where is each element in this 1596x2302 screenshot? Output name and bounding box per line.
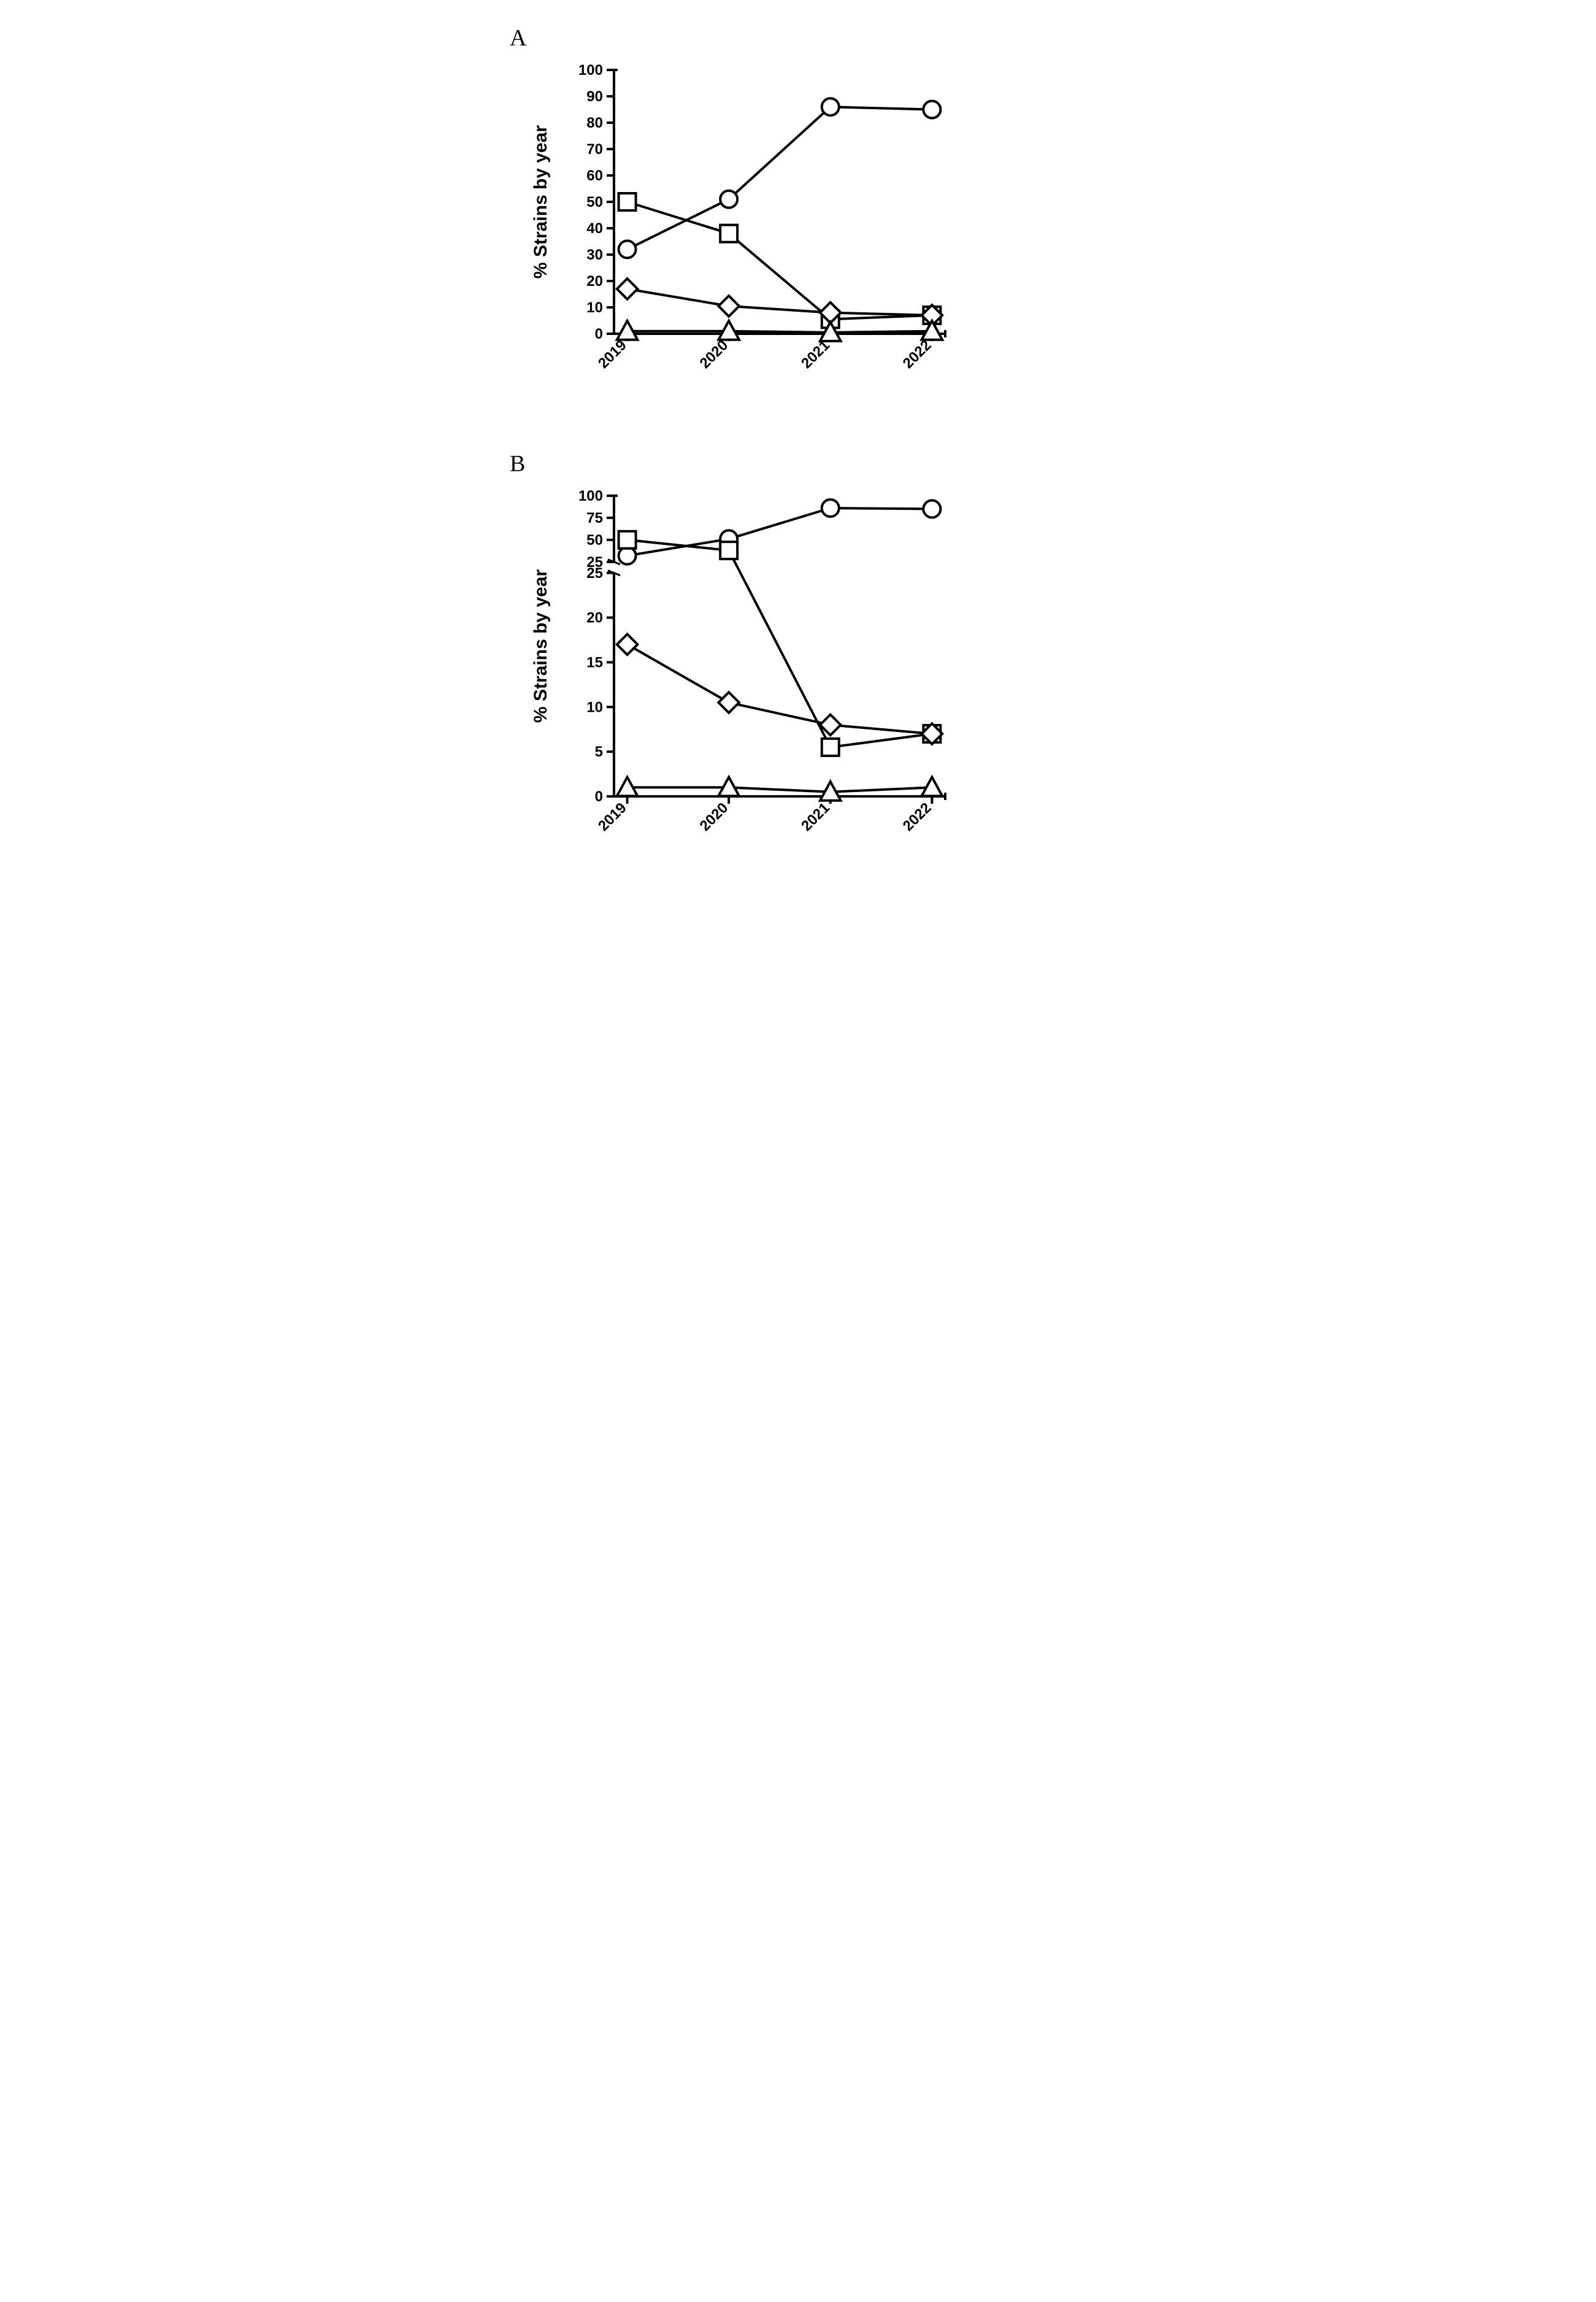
- svg-text:0: 0: [595, 788, 603, 805]
- svg-text:10: 10: [586, 299, 603, 316]
- svg-text:40: 40: [586, 220, 603, 237]
- svg-text:30: 30: [586, 247, 603, 263]
- svg-text:2021: 2021: [798, 799, 833, 834]
- panel-b-label: B: [510, 450, 1074, 477]
- svg-text:% Strains by year: % Strains by year: [531, 569, 551, 723]
- svg-text:20: 20: [586, 610, 603, 626]
- svg-text:50: 50: [586, 194, 603, 210]
- svg-text:20: 20: [586, 273, 603, 290]
- svg-text:100: 100: [578, 62, 603, 79]
- svg-text:5: 5: [595, 744, 603, 760]
- svg-text:100: 100: [578, 488, 603, 504]
- figure: A 01020304050607080901002019202020212022…: [522, 25, 1074, 864]
- svg-text:60: 60: [586, 167, 603, 184]
- svg-text:70: 70: [586, 141, 603, 158]
- svg-text:25: 25: [586, 565, 603, 582]
- svg-text:% Strains by year: % Strains by year: [531, 125, 551, 279]
- svg-text:75: 75: [586, 510, 603, 526]
- panel-a-label: A: [510, 25, 1074, 52]
- panel-b-chart: 25507510005101520252019202020212022% Str…: [522, 483, 1074, 864]
- svg-text:50: 50: [586, 532, 603, 549]
- svg-text:90: 90: [586, 88, 603, 105]
- svg-text:15: 15: [586, 654, 603, 671]
- panel-a-chart: 01020304050607080901002019202020212022% …: [522, 58, 1074, 401]
- svg-text:2020: 2020: [697, 799, 732, 834]
- svg-text:10: 10: [586, 699, 603, 715]
- svg-text:2020: 2020: [697, 337, 732, 372]
- svg-text:2022: 2022: [900, 337, 935, 372]
- svg-text:0: 0: [595, 326, 603, 342]
- svg-text:80: 80: [586, 115, 603, 131]
- svg-text:2022: 2022: [900, 799, 935, 834]
